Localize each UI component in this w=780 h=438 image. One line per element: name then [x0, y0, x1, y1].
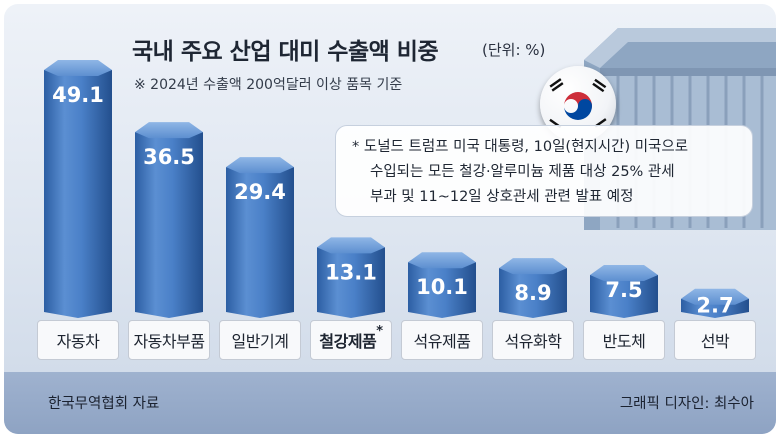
- category-label: 석유화학: [492, 320, 574, 360]
- bar-top-자동차부품: [135, 122, 203, 139]
- bar-철강제품: [317, 247, 385, 318]
- bar-top-석유화학: [499, 258, 567, 275]
- data-label: 7.5: [605, 278, 642, 302]
- data-label: 49.1: [52, 83, 104, 107]
- data-label: 10.1: [416, 275, 468, 299]
- bar-반도체: [590, 275, 658, 318]
- data-label: 36.5: [143, 145, 195, 169]
- bar-석유제품: [408, 262, 476, 318]
- category-label: 철강제품 *: [310, 320, 392, 360]
- data-label: 13.1: [325, 260, 377, 284]
- bar-top-철강제품: [317, 237, 385, 254]
- bar-top-일반기계: [226, 157, 294, 174]
- category-label: 자동차: [37, 320, 119, 360]
- bar-top-반도체: [590, 265, 658, 282]
- data-label: 29.4: [234, 180, 286, 204]
- bar-자동차부품: [135, 132, 203, 318]
- highlight-asterisk: *: [376, 323, 383, 339]
- category-label: 일반기계: [219, 320, 301, 360]
- category-label: 석유제품: [401, 320, 483, 360]
- source-text: 한국무역협회 자료: [48, 396, 160, 412]
- bar-top-선박: [681, 288, 749, 305]
- note-line: 수입되는 모든 철강·알루미늄 제품 대상 25% 관세: [370, 164, 675, 180]
- chart-title: 국내 주요 산업 대미 수출액 비중: [132, 39, 439, 65]
- unit-label: (단위: %): [482, 41, 546, 59]
- tariff-note-box: * 도널드 트럼프 미국 대통령, 10일(현지시간) 미국으로 수입되는 모든…: [335, 125, 753, 217]
- note-line: * 도널드 트럼프 미국 대통령, 10일(현지시간) 미국으로: [352, 139, 689, 155]
- bar-석유화학: [499, 268, 567, 318]
- bar-top-자동차: [44, 60, 112, 76]
- category-label: 선박: [674, 320, 756, 360]
- infographic-frame: 국내 주요 산업 대미 수출액 비중 (단위: %) ※ 2024년 수출액 2…: [4, 4, 776, 434]
- category-label: 자동차부품: [128, 320, 210, 360]
- footer-bar: 한국무역협회 자료 그래픽 디자인: 최수아: [4, 372, 776, 434]
- bar-자동차: [44, 70, 112, 318]
- data-label: 8.9: [514, 281, 551, 305]
- credit-text: 그래픽 디자인: 최수아: [619, 396, 754, 412]
- bar-chart: 49.1 36.5 29.4 13.1 10.1 8.9 7.5 2.7: [44, 60, 749, 318]
- data-label: 2.7: [696, 294, 733, 318]
- bar-일반기계: [226, 167, 294, 318]
- note-line: 부과 및 11~12일 상호관세 관련 발표 예정: [370, 189, 634, 205]
- bar-top-석유제품: [408, 252, 476, 269]
- chart-subtitle: ※ 2024년 수출액 200억달러 이상 품목 기준: [134, 77, 403, 93]
- category-label: 반도체: [583, 320, 665, 360]
